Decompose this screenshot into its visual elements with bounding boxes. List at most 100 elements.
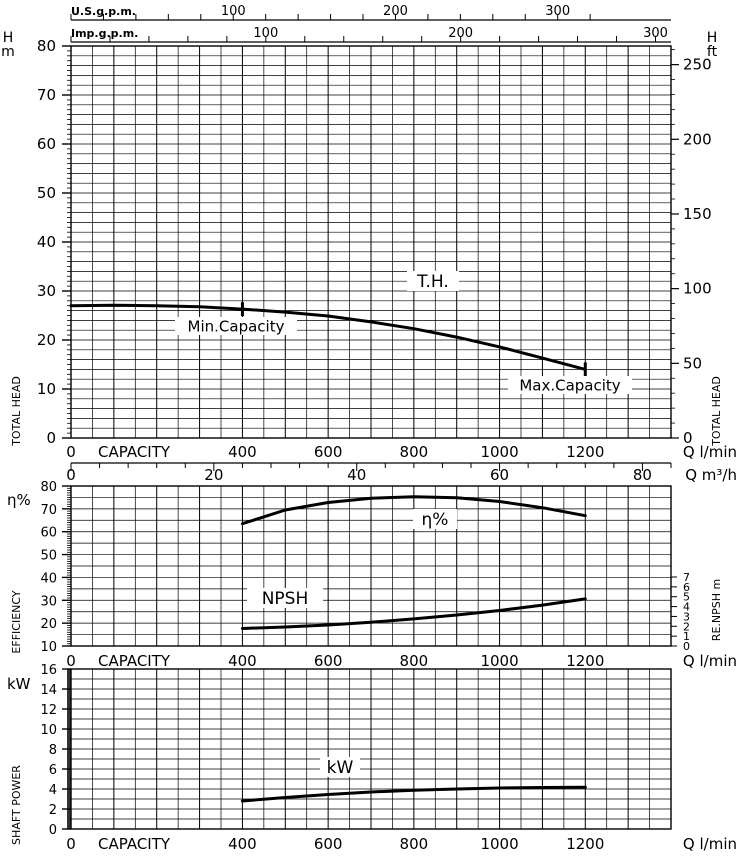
x-tick-label: 0 xyxy=(66,652,76,670)
y-axis-title-left: TOTAL HEAD xyxy=(10,376,23,447)
y-tick-label: 4 xyxy=(49,783,57,798)
y-tick-label: 10 xyxy=(37,380,56,398)
y-axis-title-right: RE.NPSH m xyxy=(710,579,723,641)
x-tick-label: 0 xyxy=(66,443,76,461)
y-unit-left: kW xyxy=(7,675,31,693)
x-axis-unit: Q l/min xyxy=(683,835,737,853)
x-tick-label: 600 xyxy=(314,443,343,461)
y2-tick-label: 200 xyxy=(683,130,712,148)
series-label-efficiency-bg xyxy=(413,509,457,529)
y-tick-label: 60 xyxy=(40,526,57,541)
x-tick-label: 1000 xyxy=(480,835,518,853)
m3h-tick-label: 80 xyxy=(633,466,652,484)
impgpm-tick-label: 100 xyxy=(253,26,278,41)
m3h-axis-unit: Q m³/h xyxy=(685,466,737,484)
x-tick-label: 600 xyxy=(314,652,343,670)
x-tick-label: 800 xyxy=(400,835,429,853)
min-capacity-label: Min.Capacity xyxy=(188,317,285,335)
y-tick-label: 50 xyxy=(40,549,57,564)
y-tick-label: 50 xyxy=(37,184,56,202)
series-label-total-head-bg xyxy=(407,271,459,291)
x-axis-title: CAPACITY xyxy=(98,443,171,461)
x-axis-title: CAPACITY xyxy=(98,835,171,853)
y-tick-label: 0 xyxy=(49,823,57,838)
y-axis-title-right: TOTAL HEAD xyxy=(710,376,723,447)
y-tick-label: 10 xyxy=(40,723,57,738)
y2-tick-label: 1 xyxy=(683,630,690,643)
y2-tick-label: 3 xyxy=(683,610,690,623)
total-head-curve xyxy=(69,303,587,371)
y2-tick-label: 50 xyxy=(683,354,702,372)
usgpm-tick-label: 200 xyxy=(383,4,408,19)
x-tick-label: 1200 xyxy=(566,443,604,461)
y2-tick-label: 7 xyxy=(683,571,690,584)
y-unit-left-symbol: H xyxy=(3,30,14,46)
y-tick-label: 40 xyxy=(37,233,56,251)
y-tick-label: 40 xyxy=(40,571,57,586)
y-tick-label: 12 xyxy=(40,703,57,718)
x-tick-label: 800 xyxy=(400,443,429,461)
y-tick-label: 20 xyxy=(40,617,57,632)
y2-tick-label: 150 xyxy=(683,205,712,223)
m3h-tick-label: 20 xyxy=(204,466,223,484)
max-capacity-label: Max.Capacity xyxy=(519,376,620,394)
y-tick-label: 70 xyxy=(40,503,57,518)
y-axis-title-left: SHAFT POWER xyxy=(10,765,23,845)
min-capacity-label-bg xyxy=(175,317,297,335)
usgpm-tick-label: 100 xyxy=(221,4,246,19)
y2-tick-label: 4 xyxy=(683,601,690,614)
impgpm-axis-label: Imp.g.p.m. xyxy=(71,27,138,40)
shaft-power-curve xyxy=(240,785,587,803)
efficiency-curve xyxy=(240,495,587,526)
impgpm-tick-label: 200 xyxy=(448,26,473,41)
x-tick-label: 1000 xyxy=(480,443,518,461)
y2-tick-label: 5 xyxy=(683,591,690,604)
x-tick-label: 400 xyxy=(228,835,257,853)
grid-panel-3 xyxy=(67,668,672,830)
series-label-npsh-bg xyxy=(247,588,323,608)
x-axis-unit: Q l/min xyxy=(683,652,737,670)
y-tick-label: 80 xyxy=(40,480,57,495)
y-tick-label: 10 xyxy=(40,640,57,655)
usgpm-axis-label: U.S.g.p.m. xyxy=(71,5,136,18)
y2-tick-label: 0 xyxy=(683,429,693,447)
x-tick-label: 800 xyxy=(400,652,429,670)
y-tick-label: 60 xyxy=(37,135,56,153)
x-tick-label: 1200 xyxy=(566,835,604,853)
y-unit-left-text: m xyxy=(1,44,15,60)
y-tick-label: 70 xyxy=(37,86,56,104)
y-tick-label: 16 xyxy=(40,663,57,678)
series-label-kw: kW xyxy=(327,758,354,778)
y-tick-label: 20 xyxy=(37,331,56,349)
y-tick-label: 30 xyxy=(37,282,56,300)
x-tick-label: 600 xyxy=(314,835,343,853)
y-tick-label: 80 xyxy=(37,37,56,55)
y-tick-label: 2 xyxy=(49,803,57,818)
y-tick-label: 30 xyxy=(40,594,57,609)
y-axis-title-left: EFFICIENCY xyxy=(10,590,23,653)
x-axis-title: CAPACITY xyxy=(98,652,171,670)
series-label-npsh: NPSH xyxy=(262,589,309,609)
y2-tick-label: 250 xyxy=(683,56,712,74)
x-tick-label: 1200 xyxy=(566,652,604,670)
x-tick-label: 1000 xyxy=(480,652,518,670)
y-tick-label: 6 xyxy=(49,763,57,778)
x-tick-label: 400 xyxy=(228,443,257,461)
series-label-efficiency: η% xyxy=(422,510,449,530)
x-axis-unit: Q l/min xyxy=(683,443,737,461)
x-tick-label: 0 xyxy=(66,835,76,853)
y-tick-label: 0 xyxy=(46,429,56,447)
m3h-tick-label: 0 xyxy=(66,466,76,484)
npsh-curve xyxy=(240,597,587,630)
y-tick-label: 8 xyxy=(49,743,57,758)
y-tick-label: 14 xyxy=(40,683,57,698)
series-label-kw-bg xyxy=(320,757,360,777)
series-label-total-head: T.H. xyxy=(416,272,449,292)
x-tick-label: 400 xyxy=(228,652,257,670)
max-capacity-label-bg xyxy=(508,376,632,394)
y2-tick-label: 2 xyxy=(683,620,690,633)
m3h-tick-label: 40 xyxy=(347,466,366,484)
y-unit-right-symbol: H xyxy=(707,30,718,46)
y-unit-right-text: ft xyxy=(707,44,718,60)
